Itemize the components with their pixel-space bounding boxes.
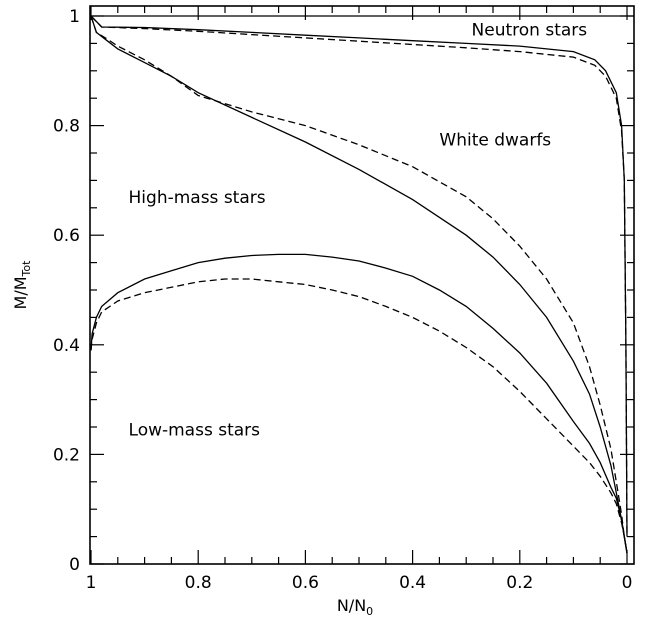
tick-labels: 1 0.8 0.6 0.4 0.2 0 0 0.2 0.4 0.6 0.8 1 <box>53 7 632 593</box>
region-label-low-mass-stars: Low-mass stars <box>129 421 261 441</box>
x-tick-label: 0.2 <box>506 573 533 593</box>
y-axis-label-main: M/M <box>11 276 30 309</box>
x-axis-label-main: N/N <box>337 596 366 615</box>
x-tick-label: 0.6 <box>292 573 319 593</box>
x-axis-label-sub: 0 <box>366 605 373 618</box>
series-line-3-solid <box>90 15 628 554</box>
series-line-5-solid <box>90 253 628 554</box>
y-axis-label: M/MTot <box>11 260 33 310</box>
x-axis-label: N/N0 <box>337 596 373 618</box>
ticks <box>90 6 634 565</box>
region-label-neutron-stars: Neutron stars <box>472 21 588 41</box>
y-tick-label: 0.6 <box>53 226 80 246</box>
x-tick-label: 0.8 <box>185 573 212 593</box>
plot-frame <box>89 5 635 565</box>
x-tick-label: 0.4 <box>399 573 426 593</box>
x-tick-label: 0 <box>622 573 633 593</box>
y-tick-label: 0 <box>69 555 80 575</box>
series-line-4-dashed <box>90 15 628 554</box>
series-group <box>90 15 628 554</box>
annotations: Neutron stars White dwarfs High-mass stars… <box>129 21 588 441</box>
y-tick-label: 0.4 <box>53 336 80 356</box>
series-line-6-dashed <box>90 278 628 554</box>
y-tick-label: 0.2 <box>53 445 80 465</box>
y-tick-label: 1 <box>69 7 80 27</box>
region-label-high-mass-stars: High-mass stars <box>129 188 266 208</box>
series-line-1-solid <box>90 15 628 537</box>
series-line-2-dashed <box>90 15 628 537</box>
y-tick-label: 0.8 <box>53 117 80 137</box>
y-axis-label-sub: Tot <box>20 260 33 278</box>
x-tick-label: 1 <box>86 573 97 593</box>
region-label-white-dwarfs: White dwarfs <box>439 130 551 150</box>
